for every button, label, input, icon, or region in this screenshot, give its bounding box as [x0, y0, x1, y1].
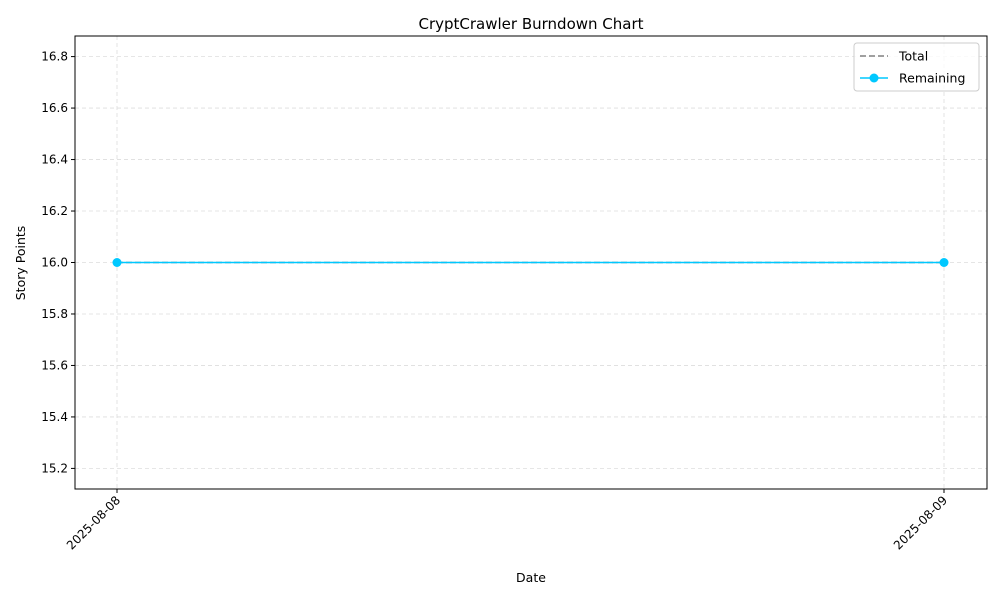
y-tick-label: 16.2: [41, 204, 68, 218]
y-tick-label: 16.8: [41, 50, 68, 64]
y-axis: 15.2 15.4 15.6 15.8 16.0 16.2 16.4 16.6 16.8: [41, 50, 75, 475]
y-tick-label: 15.4: [41, 410, 68, 424]
legend-box: [853, 42, 980, 92]
x-axis: 2025-08-08 2025-08-09: [64, 489, 950, 552]
y-axis-label: Story Points: [13, 226, 28, 301]
chart-title: CryptCrawler Burndown Chart: [418, 15, 643, 33]
legend: Total Remaining: [853, 42, 980, 92]
x-tick-label: 2025-08-08: [64, 493, 123, 552]
series-layer: [112, 258, 949, 267]
y-tick-label: 16.4: [41, 153, 68, 167]
y-tick-label: 15.6: [41, 358, 68, 372]
legend-total-label: Total: [898, 49, 928, 64]
y-tick-label: 15.8: [41, 307, 68, 321]
x-axis-label: Date: [516, 570, 546, 585]
legend-remaining-marker: [869, 73, 879, 83]
remaining-data-point: [939, 258, 949, 267]
legend-remaining-label: Remaining: [899, 71, 965, 86]
x-tick-label: 2025-08-09: [891, 493, 950, 552]
y-tick-label: 16.0: [41, 256, 68, 270]
y-tick-label: 15.2: [41, 461, 68, 475]
remaining-data-point: [112, 258, 122, 267]
y-tick-label: 16.6: [41, 101, 68, 115]
